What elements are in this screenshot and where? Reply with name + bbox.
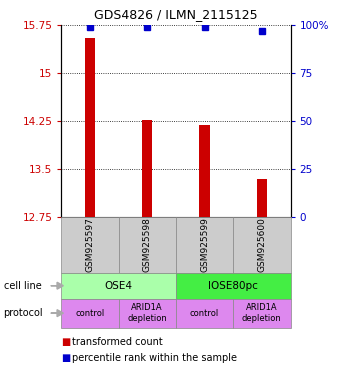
Text: OSE4: OSE4 (105, 281, 133, 291)
Text: percentile rank within the sample: percentile rank within the sample (72, 353, 237, 363)
Text: GSM925597: GSM925597 (85, 217, 94, 272)
Text: GSM925600: GSM925600 (257, 217, 266, 272)
Text: GSM925598: GSM925598 (143, 217, 152, 272)
Text: ARID1A
depletion: ARID1A depletion (242, 303, 282, 323)
Text: IOSE80pc: IOSE80pc (208, 281, 258, 291)
Bar (85, 38, 95, 217)
Text: ■: ■ (61, 337, 70, 347)
Text: ■: ■ (61, 353, 70, 363)
Bar (142, 120, 152, 217)
Text: cell line: cell line (4, 281, 41, 291)
Text: transformed count: transformed count (72, 337, 162, 347)
Text: protocol: protocol (4, 308, 43, 318)
Bar (257, 179, 267, 217)
Text: ARID1A
depletion: ARID1A depletion (127, 303, 167, 323)
Text: GSM925599: GSM925599 (200, 217, 209, 272)
Text: control: control (75, 309, 105, 318)
Title: GDS4826 / ILMN_2115125: GDS4826 / ILMN_2115125 (94, 8, 258, 21)
Text: control: control (190, 309, 219, 318)
Bar (199, 126, 210, 217)
